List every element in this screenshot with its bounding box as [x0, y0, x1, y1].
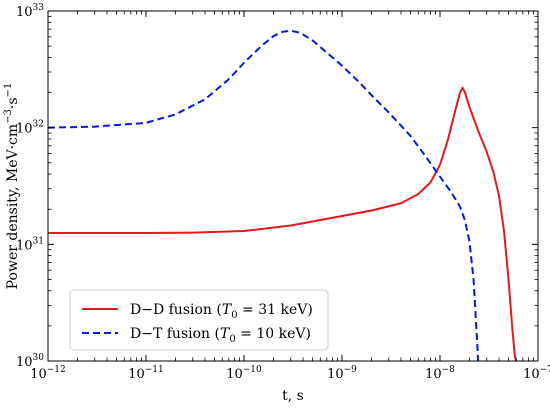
series-line-dd: [48, 86, 518, 361]
x-axis-label: t, s: [282, 388, 304, 404]
x-tick-label: 10−7: [523, 365, 550, 382]
legend: D−D fusion (T0 = 31 keV) D−T fusion (T0 …: [69, 289, 329, 351]
y-axis-label: Power density, MeV·cm−3·s−1: [3, 83, 21, 290]
x-tick-label: 10−10: [226, 365, 262, 382]
x-tick-label: 10−11: [128, 365, 164, 382]
series-line-dt: [48, 29, 480, 361]
legend-label-dd: D−D fusion (T0 = 31 keV): [130, 302, 313, 321]
x-tick-label: 10−12: [30, 365, 66, 382]
x-tick-label: 10−9: [327, 365, 357, 382]
series-layer: [48, 29, 518, 361]
y-tick-label: 1032: [16, 120, 44, 137]
plot-frame: [47, 10, 539, 362]
y-tick-label: 1031: [16, 236, 44, 253]
y-tick-label: 1030: [16, 353, 44, 370]
legend-box: [69, 289, 329, 351]
tick-layer: 10−12 10−11 10−10 10−9 10−8 10−7 1030 1031 1032 1…: [16, 3, 550, 382]
y-tick-label: 1033: [16, 3, 44, 20]
x-tick-label: 10−8: [425, 365, 455, 382]
legend-label-dt: D−T fusion (T0 = 10 keV): [130, 326, 311, 345]
